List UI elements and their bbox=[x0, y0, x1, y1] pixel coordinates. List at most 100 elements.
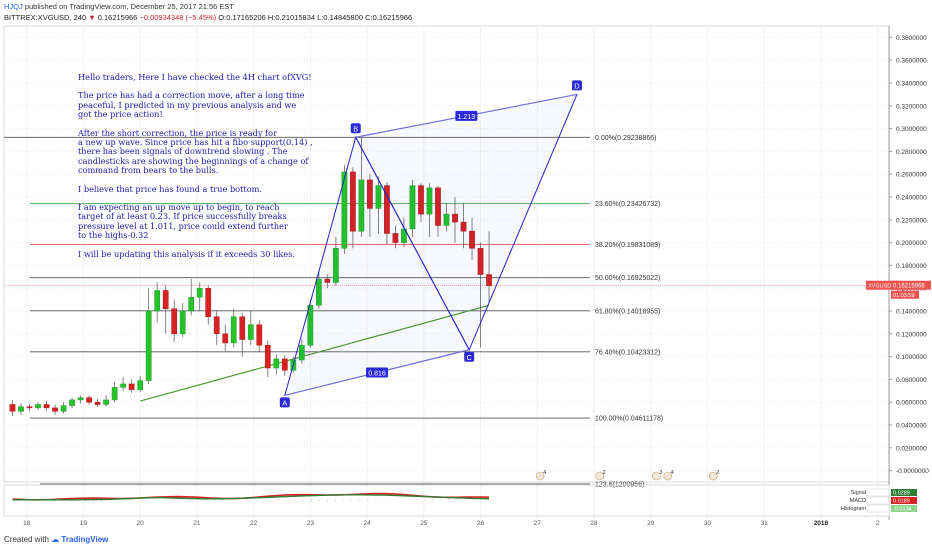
event-marker-count: 4 bbox=[543, 470, 546, 476]
candle-body bbox=[392, 233, 399, 243]
note-line: peaceful, I predicted in my previous ana… bbox=[78, 99, 297, 110]
candle-body bbox=[230, 316, 237, 344]
note-line: I believe that price has found a true bo… bbox=[78, 183, 262, 194]
candle-body bbox=[213, 316, 220, 335]
candle-body bbox=[435, 187, 441, 226]
candle-body bbox=[60, 405, 67, 412]
note-line: After the short correction, the price is… bbox=[78, 127, 277, 138]
publish-info: published on TradingView.com, December 2… bbox=[24, 2, 235, 11]
candle-body bbox=[367, 179, 373, 209]
candle-body bbox=[94, 401, 101, 405]
x-tick-label: 27 bbox=[534, 520, 542, 527]
candle-body bbox=[77, 397, 84, 401]
candle-body bbox=[35, 404, 41, 409]
y-tick-label: 0.2400000 bbox=[896, 195, 927, 202]
y-tick-label: 0.3400000 bbox=[896, 81, 927, 88]
candle-body bbox=[171, 308, 178, 335]
x-tick-label: 2 bbox=[876, 520, 880, 527]
indicator-value-label: 0.0289 bbox=[893, 491, 910, 497]
candle-body bbox=[18, 406, 24, 412]
y-tick-label: 0.3200000 bbox=[896, 103, 927, 110]
candle-body bbox=[43, 404, 50, 409]
symbol-header: BITTREX:XVGUSD, 240 ▼ 0.16215966 −0.0093… bbox=[4, 13, 412, 22]
ratio-box bbox=[366, 367, 389, 378]
note-line: target of at least 0.23. If price succes… bbox=[78, 211, 287, 222]
y-tick-label: 0.0200000 bbox=[896, 445, 927, 452]
event-marker-count: 2 bbox=[603, 470, 606, 476]
y-tick-label: 0.2200000 bbox=[896, 217, 927, 224]
x-tick-label: 18 bbox=[23, 520, 31, 527]
x-tick-label: 23 bbox=[307, 520, 315, 527]
pattern-point-label: A bbox=[282, 398, 287, 407]
indicator-name-label: MACD bbox=[850, 498, 866, 504]
last-price-box bbox=[891, 280, 931, 290]
candle-body bbox=[188, 297, 195, 312]
note-line: I am expecting an up move up to begin, t… bbox=[78, 202, 280, 213]
event-marker-count: 3 bbox=[659, 470, 662, 476]
note-line: I will be updating this analysis if it e… bbox=[78, 248, 295, 259]
symbol-tag-box bbox=[866, 280, 899, 290]
candle-body bbox=[469, 230, 475, 249]
signal-line bbox=[12, 494, 490, 501]
event-marker-icon bbox=[652, 471, 661, 481]
candle-body bbox=[239, 316, 246, 340]
event-marker-count: 4 bbox=[671, 470, 674, 476]
countdown-box bbox=[891, 290, 919, 299]
candle-body bbox=[196, 287, 203, 298]
y-tick-label: 0.3600000 bbox=[896, 58, 927, 65]
indicator-name-box bbox=[866, 496, 890, 505]
y-tick-label: 0.3800000 bbox=[896, 35, 927, 42]
fib-level-label: 0.00%(0.29238866) bbox=[595, 135, 657, 142]
candle-body bbox=[69, 399, 75, 406]
candle-body bbox=[222, 333, 229, 344]
author-link[interactable]: HJQJ bbox=[4, 2, 23, 11]
event-marker-icon bbox=[595, 471, 604, 481]
price-change: −0.00934348 (−5.45%) bbox=[139, 13, 217, 22]
countdown-label: 01:03:59 bbox=[893, 293, 914, 299]
event-marker-count: 2 bbox=[716, 470, 719, 476]
y-tick-label: 0.0800000 bbox=[896, 377, 927, 384]
indicator-value-box bbox=[891, 505, 917, 512]
x-tick-label: 30 bbox=[704, 520, 712, 527]
fib-level-label: 100.00%(0.04611178) bbox=[595, 416, 663, 423]
candle-body bbox=[316, 278, 322, 306]
note-line: a new up wave. Since price has hit a fib… bbox=[78, 137, 313, 148]
indicator-name-box bbox=[866, 504, 890, 513]
x-tick-label: 31 bbox=[761, 520, 769, 527]
y-tick-label: 0.2000000 bbox=[896, 240, 927, 247]
candle-body bbox=[401, 228, 407, 243]
ratio-label: 1.213 bbox=[458, 114, 476, 121]
note-line: to the highs-0.32 bbox=[78, 230, 149, 241]
candle-body bbox=[384, 185, 390, 234]
fib-level-label: 61.80%(0.14018955) bbox=[595, 308, 660, 315]
candle-body bbox=[426, 187, 433, 215]
pattern-point-marker bbox=[464, 351, 475, 362]
candle-body bbox=[179, 310, 186, 335]
event-marker-icon bbox=[535, 471, 545, 481]
candle-body bbox=[9, 404, 16, 412]
created-with-text: Created with bbox=[4, 535, 49, 544]
candle-body bbox=[418, 185, 424, 215]
y-tick-label: 0.3000000 bbox=[896, 126, 927, 133]
indicator-value-label: -0.0134 bbox=[893, 507, 912, 513]
y-tick-label: 0.1200000 bbox=[896, 331, 927, 338]
y-tick-label: 0.0600000 bbox=[896, 400, 927, 407]
last-price: 0.16215966 bbox=[97, 13, 138, 22]
candle-body bbox=[145, 310, 152, 381]
tradingview-brand[interactable]: TradingView bbox=[61, 535, 109, 544]
candle-body bbox=[52, 407, 58, 412]
indicator-name-box bbox=[866, 488, 890, 497]
indicator-value-box bbox=[891, 489, 917, 496]
candle-body bbox=[120, 383, 126, 388]
fib-level-label: 23.60%(0.23426732) bbox=[595, 201, 660, 208]
candle-body bbox=[103, 399, 109, 405]
x-tick-label: 20 bbox=[137, 520, 145, 527]
footer: Created with ☁ TradingView bbox=[4, 535, 108, 544]
ratio-box bbox=[455, 110, 478, 121]
last-price-label: 0.16215966 bbox=[893, 284, 925, 290]
y-tick-label: 0.2800000 bbox=[896, 149, 927, 156]
pattern-point-label: C bbox=[466, 353, 472, 362]
fib-level-label: 76.40%(0.10423312) bbox=[595, 349, 660, 356]
candle-body bbox=[247, 324, 254, 340]
